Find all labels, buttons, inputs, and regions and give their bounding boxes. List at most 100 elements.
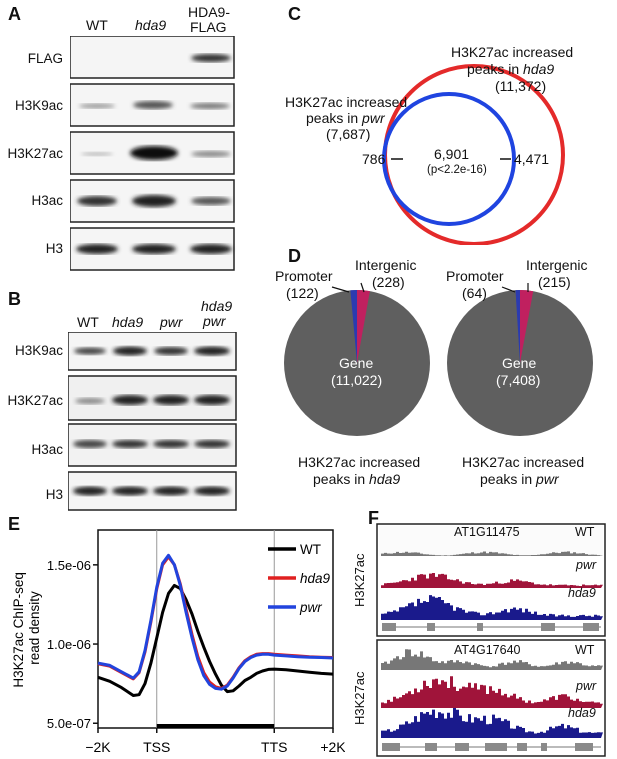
band (130, 146, 178, 160)
x-tick-label: +2K (320, 739, 345, 755)
band (194, 395, 230, 405)
band (132, 195, 176, 207)
legend-label-pwr: pwr (299, 600, 322, 615)
venn-pwr-circle (382, 92, 516, 226)
band (112, 486, 148, 496)
genome-browser (376, 523, 606, 757)
track1-hda9-label: hda9 (568, 586, 596, 600)
track2-wt-label: WT (575, 643, 595, 657)
band (194, 346, 230, 356)
pie-right-promoter: Promoter (446, 268, 504, 284)
series-line-WT (97, 583, 334, 697)
x-tick-label: TTS (261, 739, 287, 755)
band (113, 346, 147, 356)
row-flag: FLAG (27, 51, 63, 66)
pie-left-intergenic-n: (228) (372, 274, 405, 290)
pie-left-intergenic: Intergenic (355, 257, 417, 273)
venn-diagram (382, 64, 565, 245)
wt-signal (381, 551, 603, 556)
row-h3ac: H3ac (31, 193, 63, 208)
col-b-hda9-pwr-1: hda9 (201, 298, 233, 314)
pie-intergenic-slice (357, 289, 370, 363)
pie-right-caption-1: H3K27ac increased (462, 454, 585, 470)
panel-a-blots (70, 36, 235, 271)
wt-signal (381, 649, 603, 670)
track1-ylabel: H3K27ac (352, 553, 367, 607)
y-tick-label: 5.0e-07 (47, 716, 91, 731)
pie-promoter-slice (515, 289, 520, 363)
band (112, 395, 148, 405)
col-b-pwr: pwr (160, 314, 183, 330)
gene-exon (425, 743, 437, 751)
venn-overlap: 6,901 (434, 146, 470, 162)
gene-exon (382, 743, 400, 751)
venn-pwr-count: (7,687) (326, 126, 371, 142)
venn-pwr-title-1: H3K27ac increased (285, 94, 408, 110)
venn-hda9-count: (11,372) (495, 78, 547, 94)
band (73, 440, 107, 448)
col-hda9-flag-2: FLAG (190, 19, 227, 35)
col-wt: WT (86, 17, 108, 33)
band (191, 151, 231, 157)
hda9-signal (381, 708, 603, 738)
venn-pwr-title-2: peaks in pwr (306, 110, 385, 126)
row-h3: H3 (45, 241, 63, 256)
panel-f-label: F (368, 508, 379, 528)
wt-track-bg (379, 526, 603, 556)
row-b-h3ac: H3ac (31, 442, 63, 457)
band (133, 101, 173, 109)
pie-left-caption-2: peaks in hda9 (313, 471, 401, 487)
band (76, 244, 118, 254)
gene-exon (583, 623, 599, 631)
band (75, 398, 105, 404)
pie-right-intergenic: Intergenic (526, 257, 588, 273)
track2-gene-name: AT4G17640 (454, 643, 521, 657)
y-tick-label: 1.5e-06 (47, 558, 91, 573)
venn-hda9-title-1: H3K27ac increased (451, 44, 574, 60)
col-b-hda9: hda9 (112, 314, 144, 330)
band (190, 103, 230, 109)
panel-c-label: C (288, 4, 301, 24)
pie-hda9 (284, 282, 430, 436)
col-b-wt: WT (77, 314, 99, 330)
row-h3k27ac: H3K27ac (7, 146, 63, 161)
band (191, 197, 231, 205)
gene-exon (541, 623, 555, 631)
gene-exon (382, 623, 396, 631)
band (191, 54, 231, 62)
pwr-signal (381, 676, 603, 708)
pie-left-caption-1: H3K27ac increased (298, 454, 421, 470)
row-b-h3: H3 (45, 487, 63, 502)
legend-label-WT: WT (300, 542, 321, 557)
col-hda9-flag-1: HDA9- (188, 4, 231, 20)
venn-pwr-only: 786 (362, 151, 386, 167)
series-line-hda9 (97, 555, 334, 690)
band (112, 440, 148, 448)
pie-right-gene-n: (7,408) (496, 372, 541, 388)
panel-e-label: E (8, 514, 21, 534)
pie-right-caption-2: peaks in pwr (480, 471, 559, 487)
panel-a-label: A (8, 4, 21, 24)
venn-hda9-title-2: peaks in hda9 (467, 61, 555, 77)
gene-exon (477, 623, 483, 631)
band (81, 152, 113, 156)
panel-d-label: D (288, 246, 301, 266)
row-b-h3k27ac: H3K27ac (7, 393, 63, 408)
band (194, 486, 230, 496)
band (190, 244, 232, 254)
legend-label-hda9: hda9 (300, 571, 331, 586)
pie-right-intergenic-n: (215) (538, 274, 571, 290)
plot-frame (97, 529, 334, 729)
leader-promoter (501, 286, 516, 293)
gene-exon (485, 743, 507, 751)
band (74, 347, 106, 355)
pie-charts (284, 282, 593, 436)
row-b-h3k9ac: H3K9ac (14, 343, 63, 358)
density-line-chart: H3K27ac ChIP-seq read density 5.0e-07 1.0… (11, 529, 345, 755)
band (132, 244, 176, 254)
band (153, 486, 189, 496)
band (153, 440, 189, 448)
panel-b-label: B (8, 289, 21, 309)
col-b-hda9-pwr-2: pwr (203, 313, 226, 329)
pie-intergenic-slice (520, 290, 534, 363)
